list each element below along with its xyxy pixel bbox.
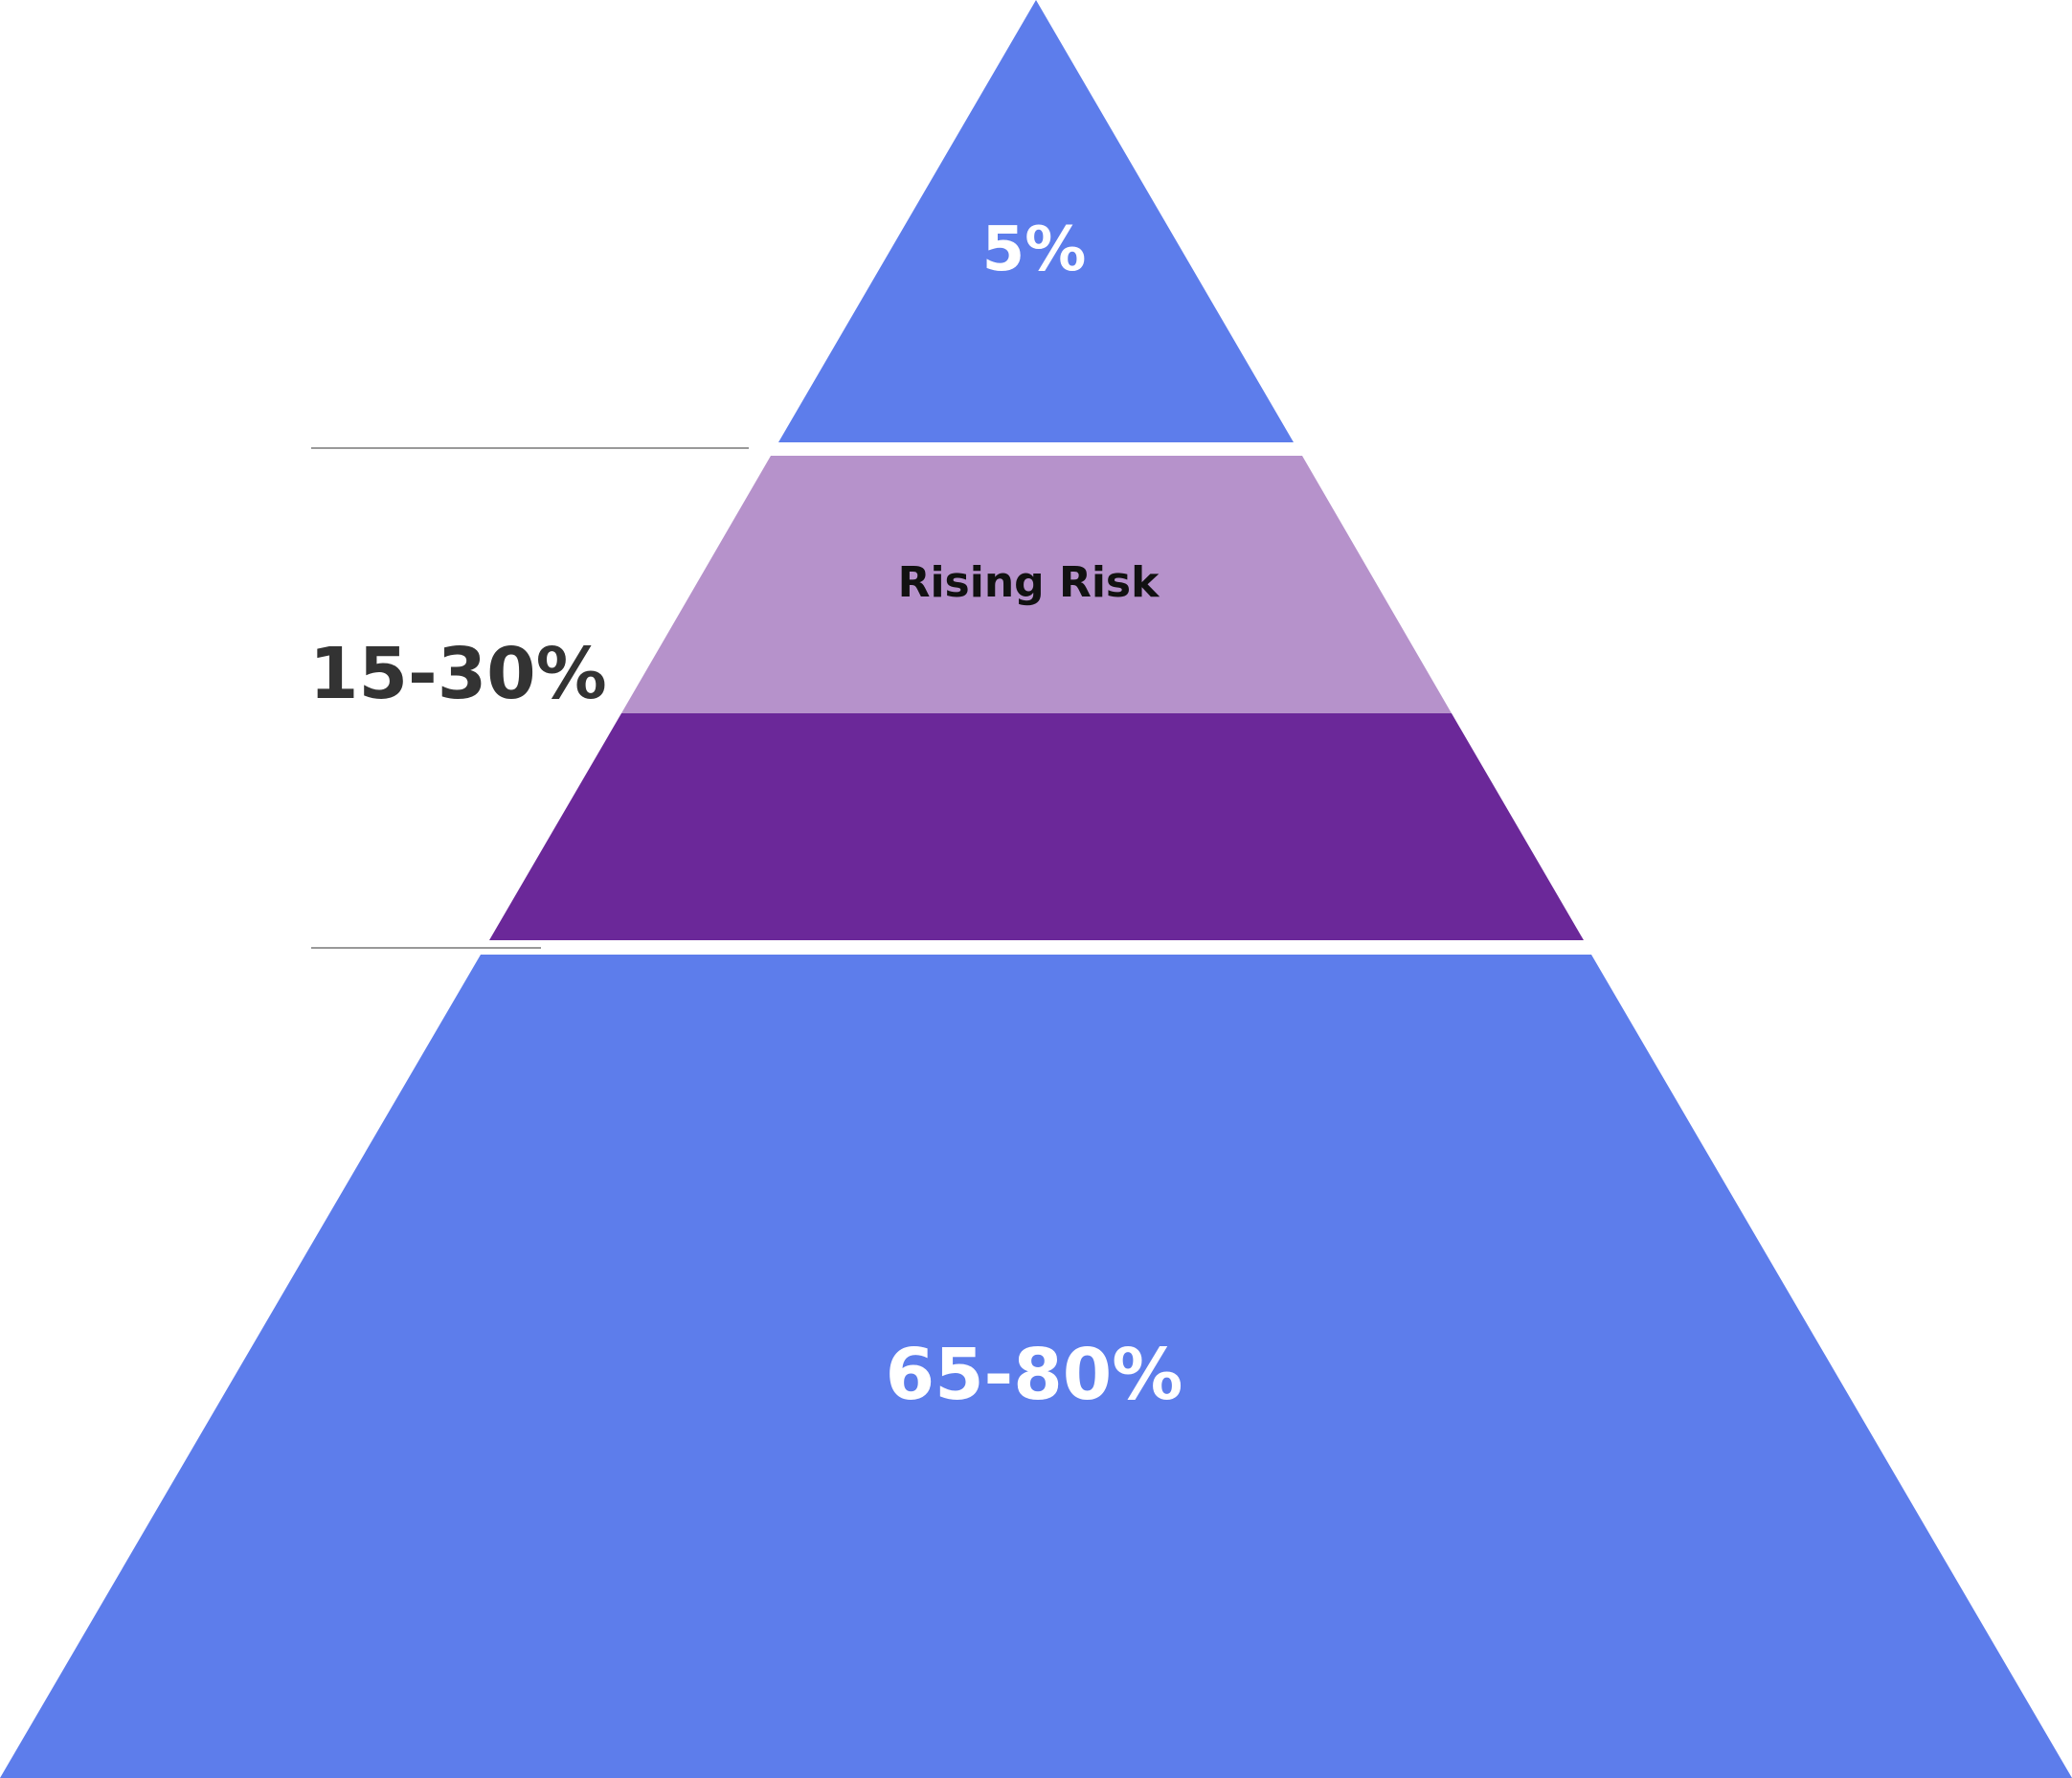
tier-rising-risk-label: Rising Risk <box>898 558 1161 607</box>
pyramid-tier-rising-risk-upper <box>621 456 1452 713</box>
side-range-label: 15-30% <box>309 633 607 715</box>
pyramid-tier-top <box>778 0 1294 442</box>
pyramid-tier-rising-risk-lower <box>489 713 1584 940</box>
tier-base-label: 65-80% <box>886 1334 1183 1416</box>
pyramid-tier-base <box>0 955 2072 1778</box>
tier-top-label: 5% <box>982 214 1087 285</box>
